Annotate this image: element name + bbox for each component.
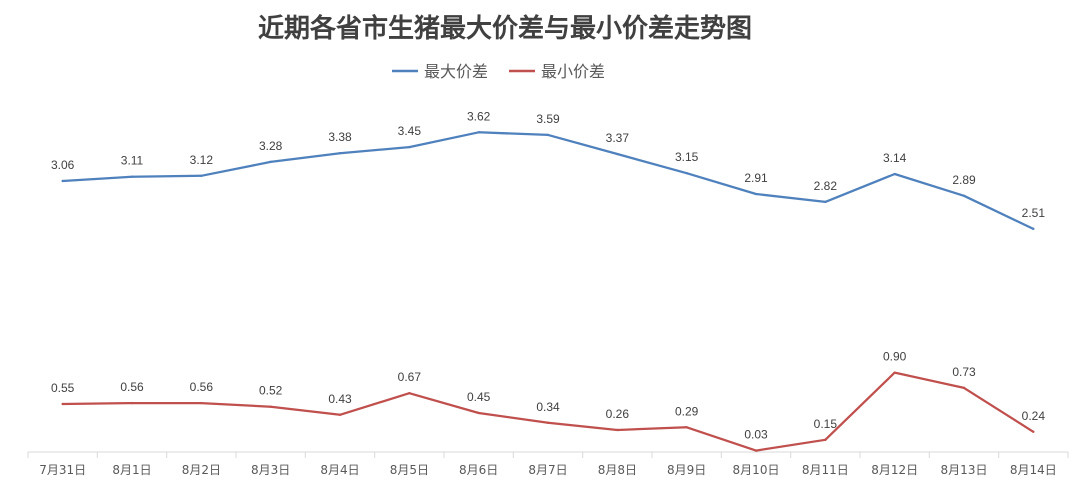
- data-label: 0.90: [883, 350, 907, 364]
- data-label: 0.29: [675, 404, 699, 418]
- series-line-max: [62, 131, 1034, 230]
- data-point: [269, 160, 272, 164]
- x-tick-label: 7月31日: [39, 463, 86, 477]
- x-tick-label: 8月14日: [1010, 463, 1057, 477]
- data-point: [130, 175, 134, 178]
- x-tick-label: 8月3日: [251, 463, 290, 477]
- x-tick-label: 8月6日: [459, 463, 498, 477]
- data-label: 3.12: [190, 153, 214, 167]
- data-point: [61, 179, 64, 183]
- data-label: 0.03: [744, 428, 768, 442]
- data-label: 3.14: [883, 151, 907, 165]
- data-point: [962, 194, 966, 197]
- data-point: [754, 192, 758, 196]
- data-point: [824, 438, 827, 442]
- data-point: [200, 401, 203, 405]
- data-label: 2.82: [814, 179, 838, 193]
- x-tick-label: 8月11日: [802, 463, 849, 477]
- data-point: [616, 152, 619, 156]
- data-label: 0.56: [120, 380, 144, 394]
- data-point: [685, 426, 688, 429]
- x-tick-label: 8月4日: [320, 463, 359, 477]
- data-label: 0.45: [467, 390, 491, 404]
- data-label: 0.73: [952, 365, 976, 379]
- x-tick-label: 8月9日: [667, 463, 706, 477]
- data-label: 0.67: [398, 370, 422, 384]
- data-label: 3.38: [328, 130, 352, 144]
- data-point: [1032, 430, 1035, 433]
- data-point: [893, 172, 896, 176]
- data-label: 3.45: [398, 124, 422, 138]
- data-point: [616, 428, 619, 432]
- data-label: 0.34: [536, 400, 560, 414]
- data-point: [685, 171, 688, 175]
- x-tick-label: 8月5日: [390, 463, 429, 477]
- x-tick-label: 8月8日: [598, 463, 637, 477]
- x-tick-label: 8月2日: [182, 463, 221, 477]
- data-label: 2.91: [744, 171, 768, 185]
- legend: 最大价差 最小价差: [392, 62, 605, 81]
- data-label: 0.24: [1022, 409, 1046, 423]
- chart-title: 近期各省市生猪最大价差与最小价差走势图: [258, 13, 752, 44]
- data-label: 3.11: [121, 154, 144, 168]
- x-tick-label: 8月7日: [528, 463, 567, 477]
- x-tick-label: 8月12日: [871, 463, 918, 477]
- data-point: [546, 421, 550, 425]
- data-point: [962, 386, 966, 390]
- data-point: [546, 133, 550, 137]
- x-tick-label: 8月13日: [941, 463, 988, 477]
- data-label: 0.55: [51, 381, 75, 395]
- legend-label-min: 最小价差: [541, 62, 605, 81]
- data-point: [1032, 227, 1035, 231]
- data-label: 3.59: [536, 112, 560, 126]
- data-point: [408, 145, 411, 149]
- x-axis-ticks: [27, 452, 1069, 458]
- x-tick-label: 8月10日: [733, 463, 780, 477]
- data-label: 0.26: [606, 407, 630, 421]
- data-label: 3.06: [51, 158, 75, 172]
- data-point: [200, 174, 203, 177]
- data-label: 0.56: [190, 380, 214, 394]
- data-point: [893, 371, 896, 374]
- data-point: [477, 131, 480, 134]
- data-point: [130, 401, 134, 405]
- data-point: [477, 411, 480, 415]
- data-label: 2.51: [1022, 206, 1046, 220]
- data-label: 0.15: [814, 417, 838, 431]
- data-point: [408, 392, 411, 395]
- data-label: 3.15: [675, 150, 699, 164]
- data-label: 3.37: [606, 131, 630, 145]
- x-axis-labels: 7月31日 8月1日 8月2日 8月3日 8月4日 8月5日 8月6日 8月7日 8月8日 8月9…: [39, 463, 1057, 477]
- data-point: [269, 405, 272, 408]
- legend-label-max: 最大价差: [424, 62, 488, 81]
- data-point: [338, 413, 342, 416]
- data-label: 3.62: [467, 109, 491, 123]
- data-point: [824, 200, 827, 204]
- data-label: 0.43: [328, 392, 352, 406]
- data-label: 0.52: [259, 384, 283, 398]
- x-tick-label: 8月1日: [112, 463, 151, 477]
- series-layer: [61, 131, 1035, 452]
- data-point: [338, 151, 342, 155]
- data-label: 3.28: [259, 139, 283, 153]
- data-point: [61, 402, 64, 406]
- data-labels: 3.06 3.11 3.12 3.28 3.38 3.45 3.62 3.59 3.37 3.15…: [51, 109, 1045, 441]
- data-label: 2.89: [952, 173, 976, 187]
- data-point: [754, 449, 758, 452]
